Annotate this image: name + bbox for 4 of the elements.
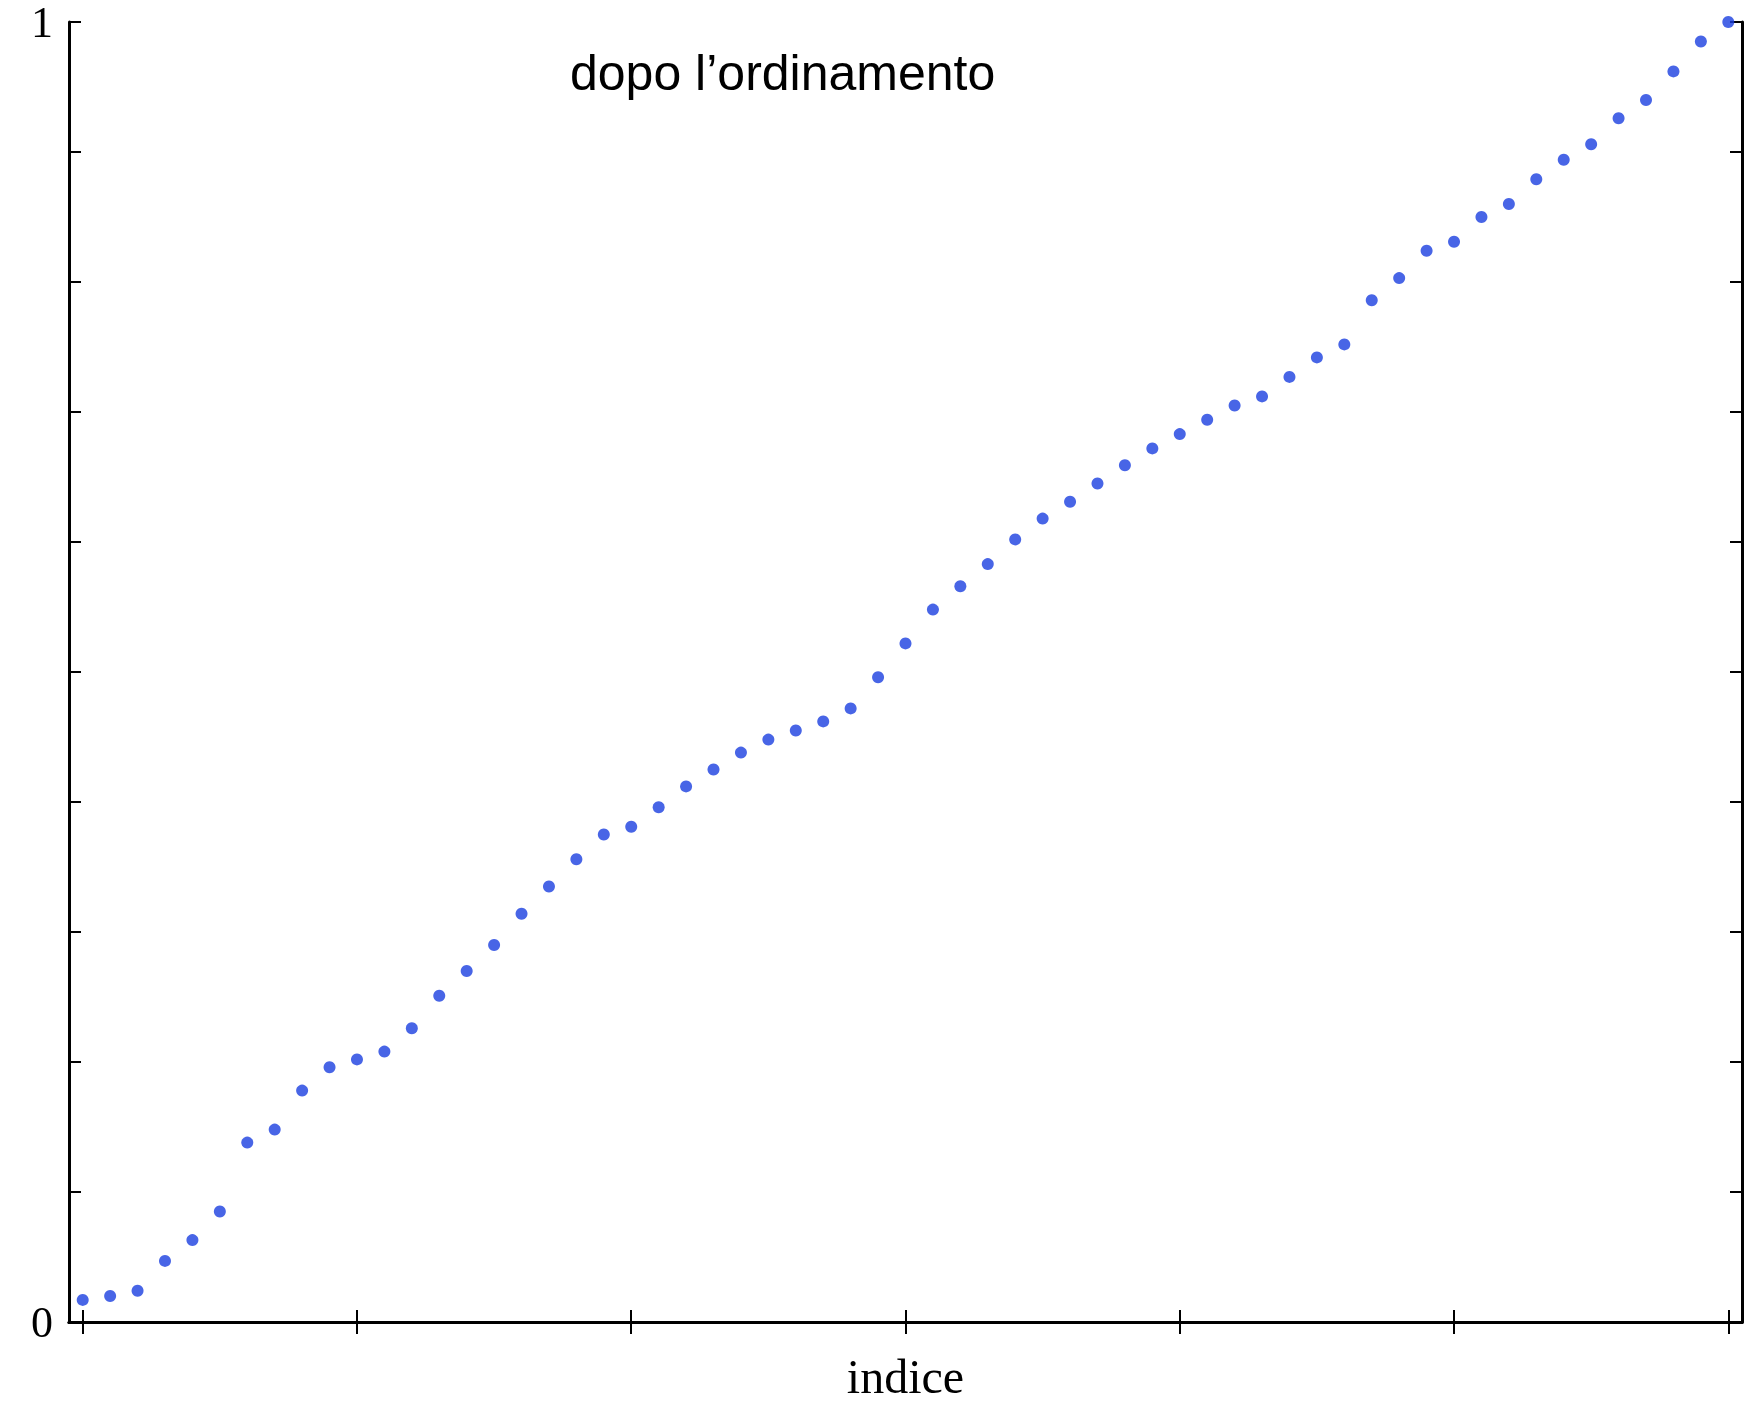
- y-tick-label: 0: [31, 1297, 53, 1347]
- annotation: dopo l’ordinamento: [570, 45, 996, 101]
- x-axis-title: indice: [846, 1349, 965, 1403]
- y-tick-label: 1: [31, 0, 53, 47]
